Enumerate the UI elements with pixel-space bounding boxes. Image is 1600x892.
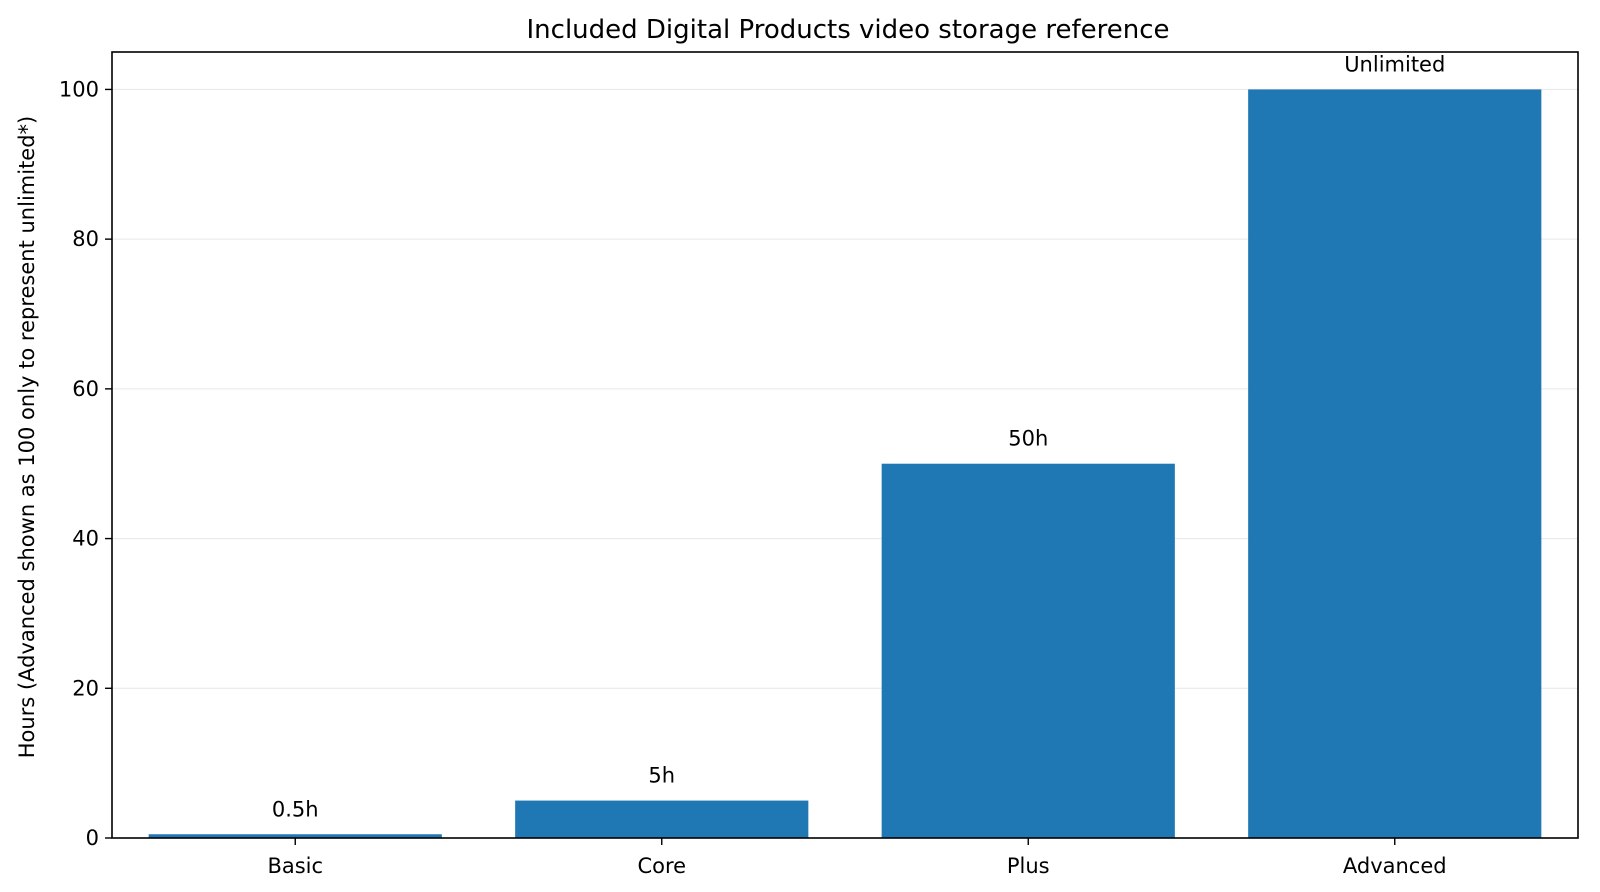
y-tick-label: 0 <box>86 826 99 850</box>
x-tick-label-advanced: Advanced <box>1343 854 1447 878</box>
x-axis-ticks: Basic Core Plus Advanced <box>267 838 1447 878</box>
bar-plus <box>881 463 1175 838</box>
x-tick-label-basic: Basic <box>267 854 323 878</box>
y-axis-ticks: 0 20 40 60 80 100 <box>59 77 112 850</box>
y-axis-label: Hours (Advanced shown as 100 only to rep… <box>15 116 39 759</box>
y-tick-label: 100 <box>59 77 99 101</box>
x-tick-label-plus: Plus <box>1007 854 1050 878</box>
data-labels: 0.5h 5h 50h Unlimited <box>272 52 1445 821</box>
data-label-basic: 0.5h <box>272 797 319 821</box>
bar-basic <box>148 834 442 838</box>
y-tick-label: 60 <box>72 377 99 401</box>
bar-advanced <box>1248 89 1542 838</box>
data-label-plus: 50h <box>1008 427 1048 451</box>
data-label-core: 5h <box>648 764 675 788</box>
plot-frame <box>111 51 1579 839</box>
bars <box>148 89 1542 838</box>
y-tick-label: 40 <box>72 527 99 551</box>
y-tick-label: 80 <box>72 227 99 251</box>
bar-core <box>515 800 809 838</box>
x-tick-label-core: Core <box>637 854 686 878</box>
data-label-advanced: Unlimited <box>1344 52 1445 76</box>
chart-title: Included Digital Products video storage … <box>527 15 1170 45</box>
y-tick-label: 20 <box>72 676 99 700</box>
